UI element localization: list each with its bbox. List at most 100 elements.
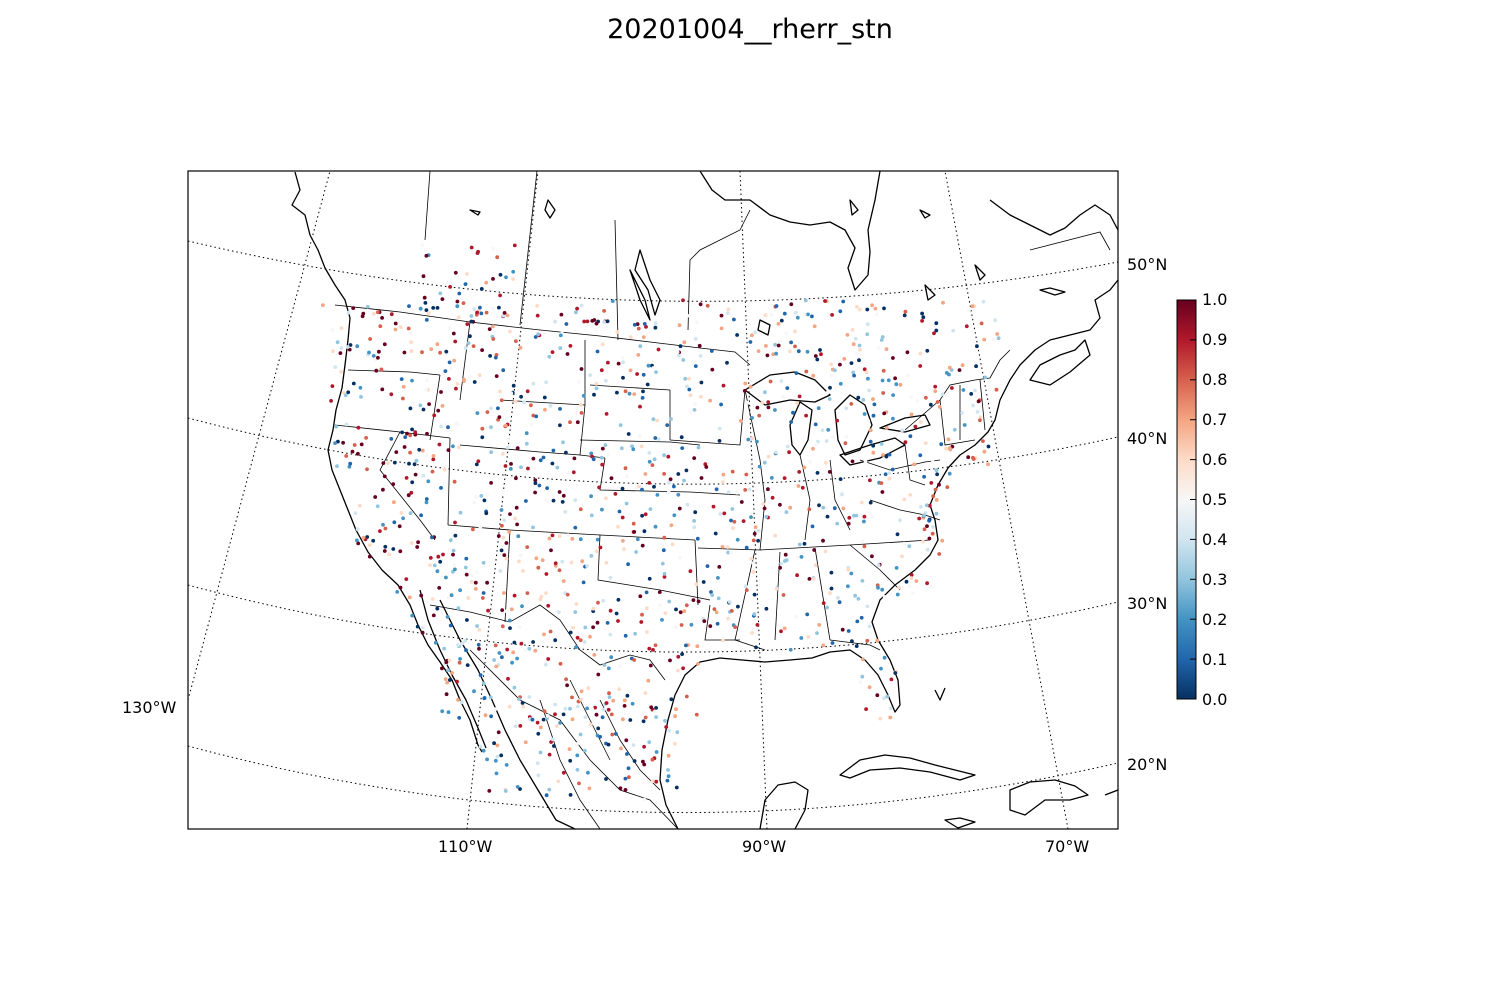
station-point bbox=[895, 592, 900, 597]
station-point bbox=[565, 592, 570, 597]
station-point bbox=[830, 435, 835, 439]
station-point bbox=[674, 785, 679, 790]
station-point bbox=[670, 542, 675, 547]
station-point bbox=[744, 545, 749, 550]
station-point bbox=[928, 402, 933, 407]
station-point bbox=[840, 492, 844, 497]
station-point bbox=[807, 577, 812, 581]
station-point bbox=[653, 524, 658, 529]
station-point bbox=[838, 477, 843, 481]
station-point bbox=[774, 450, 778, 455]
station-point bbox=[435, 342, 440, 347]
station-point bbox=[632, 322, 637, 327]
station-point bbox=[860, 539, 865, 543]
station-point bbox=[495, 735, 500, 740]
station-point bbox=[518, 553, 523, 558]
station-point bbox=[615, 390, 619, 395]
station-point bbox=[778, 339, 782, 344]
station-point bbox=[795, 573, 799, 578]
station-point bbox=[618, 664, 622, 668]
station-point bbox=[920, 565, 924, 570]
station-point bbox=[662, 535, 667, 540]
station-point bbox=[719, 326, 724, 331]
latitude-label-30: 30°N bbox=[1127, 594, 1167, 613]
station-point bbox=[729, 518, 733, 523]
station-point bbox=[645, 630, 649, 634]
station-point bbox=[588, 722, 593, 727]
station-point bbox=[600, 507, 604, 512]
station-point bbox=[710, 367, 715, 372]
station-point bbox=[400, 430, 404, 435]
station-point bbox=[868, 500, 873, 505]
station-point bbox=[865, 307, 870, 312]
station-point bbox=[785, 444, 790, 449]
station-point bbox=[817, 503, 821, 508]
station-point bbox=[608, 632, 613, 637]
station-point bbox=[536, 773, 541, 778]
station-point bbox=[682, 478, 686, 483]
station-point bbox=[581, 393, 586, 398]
station-point bbox=[413, 430, 418, 435]
station-point bbox=[894, 566, 899, 570]
station-point bbox=[398, 325, 403, 330]
station-point bbox=[438, 291, 443, 296]
station-point bbox=[566, 533, 570, 538]
station-point bbox=[817, 623, 822, 627]
station-point bbox=[436, 554, 441, 559]
station-point bbox=[775, 586, 779, 591]
station-point bbox=[607, 695, 612, 699]
station-point bbox=[649, 705, 654, 710]
station-point bbox=[517, 625, 522, 629]
station-point bbox=[716, 596, 721, 601]
station-point bbox=[754, 645, 758, 650]
station-point bbox=[504, 556, 509, 561]
station-point bbox=[680, 652, 684, 656]
station-point bbox=[849, 571, 854, 576]
station-point bbox=[458, 510, 463, 515]
map-frame bbox=[187, 170, 1119, 830]
station-point bbox=[531, 640, 535, 644]
station-point bbox=[742, 389, 747, 393]
station-point bbox=[447, 326, 452, 331]
station-point bbox=[884, 426, 889, 430]
station-point bbox=[346, 390, 351, 395]
station-point bbox=[889, 677, 894, 682]
station-point bbox=[428, 563, 432, 567]
station-point bbox=[684, 643, 688, 648]
station-point bbox=[804, 369, 809, 374]
station-point bbox=[922, 527, 927, 532]
station-point bbox=[500, 608, 505, 612]
station-point bbox=[475, 251, 480, 256]
station-point bbox=[978, 418, 982, 423]
station-point bbox=[455, 382, 460, 386]
station-point bbox=[756, 528, 761, 533]
station-point bbox=[714, 487, 719, 492]
station-point bbox=[731, 526, 735, 531]
station-point bbox=[374, 368, 379, 373]
station-point bbox=[560, 500, 565, 504]
station-point bbox=[569, 560, 574, 565]
station-point bbox=[331, 349, 335, 354]
station-point bbox=[860, 579, 865, 583]
station-point bbox=[662, 575, 667, 579]
station-point bbox=[344, 454, 349, 458]
station-point bbox=[594, 386, 599, 391]
station-point bbox=[672, 484, 676, 489]
station-point bbox=[514, 339, 518, 343]
station-point bbox=[641, 335, 646, 339]
station-point bbox=[643, 512, 648, 517]
station-point bbox=[473, 587, 478, 591]
station-point bbox=[728, 617, 733, 622]
station-point bbox=[794, 371, 799, 375]
station-point bbox=[489, 714, 493, 719]
station-point bbox=[531, 525, 535, 530]
station-point bbox=[452, 358, 457, 363]
station-point bbox=[609, 476, 614, 481]
station-point bbox=[419, 593, 424, 598]
station-point bbox=[868, 478, 872, 483]
station-point bbox=[931, 494, 936, 499]
station-point bbox=[779, 379, 784, 383]
station-point bbox=[491, 246, 495, 251]
station-point bbox=[699, 380, 704, 385]
station-point bbox=[650, 779, 655, 784]
